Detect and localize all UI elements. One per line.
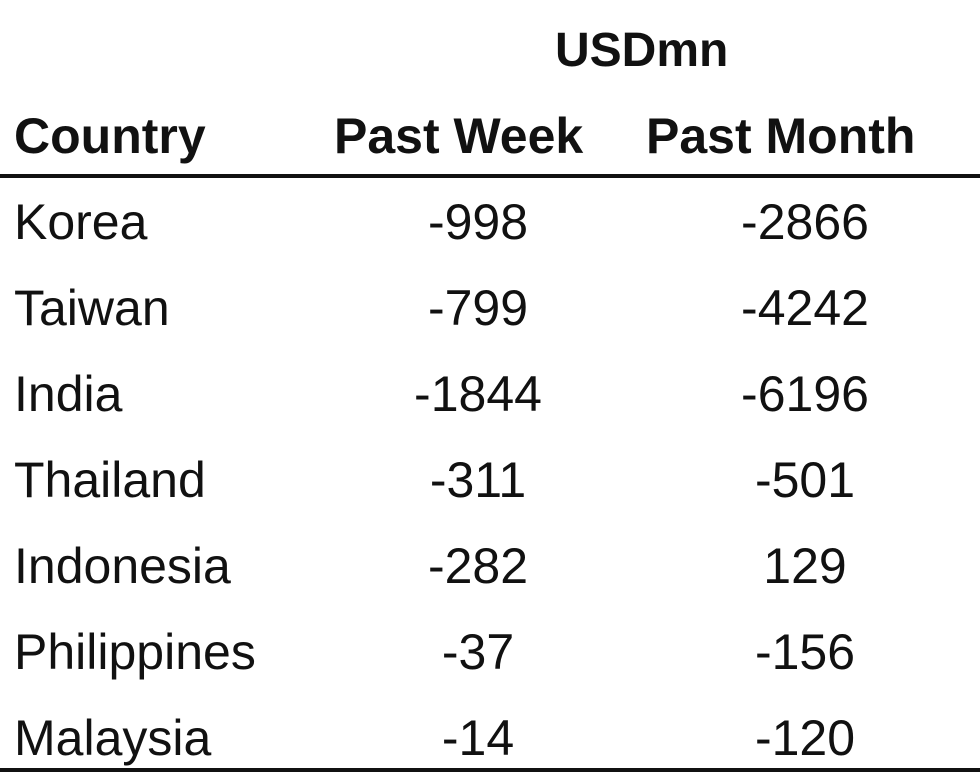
column-header-country: Country [14,108,206,164]
column-headers: Country Past Week Past Month [0,100,980,172]
table-row: Philippines -37 -156 [0,609,980,695]
table-row: Korea -998 -2866 [0,179,980,265]
country-cell: Philippines [14,624,256,680]
country-cell: Indonesia [14,538,231,594]
table-row: Indonesia -282 129 [0,523,980,609]
country-cell: India [14,366,123,422]
past-month-cell: -2866 [741,194,869,250]
column-header-past-month: Past Month [646,108,916,164]
past-month-cell: -120 [754,710,856,766]
past-week-cell: -14 [441,710,515,766]
country-cell: Taiwan [14,280,170,336]
country-cell: Thailand [14,452,206,508]
unit-header: USDmn [555,24,729,77]
past-month-cell: -501 [754,452,856,508]
past-week-cell: -998 [427,194,529,250]
table-row: Taiwan -799 -4242 [0,265,980,351]
column-header-past-week: Past Week [334,108,584,164]
country-cell: Korea [14,194,148,250]
country-cell: Malaysia [14,710,212,766]
past-month-cell: -4242 [741,280,869,336]
past-month-cell: -156 [754,624,856,680]
past-month-cell: 129 [763,538,847,594]
past-week-cell: -311 [429,452,527,508]
past-week-cell: -37 [441,624,515,680]
table-body: Korea -998 -2866 Taiwan -799 -4242 India… [0,179,980,781]
table-row: India -1844 -6196 [0,351,980,437]
footer-rule [0,768,980,772]
past-week-cell: -282 [427,538,529,594]
past-week-cell: -1844 [414,366,542,422]
header-rule [0,174,980,178]
past-week-cell: -799 [427,280,529,336]
table-row: Thailand -311 -501 [0,437,980,523]
past-month-cell: -6196 [741,366,869,422]
table-row: Malaysia -14 -120 [0,695,980,781]
